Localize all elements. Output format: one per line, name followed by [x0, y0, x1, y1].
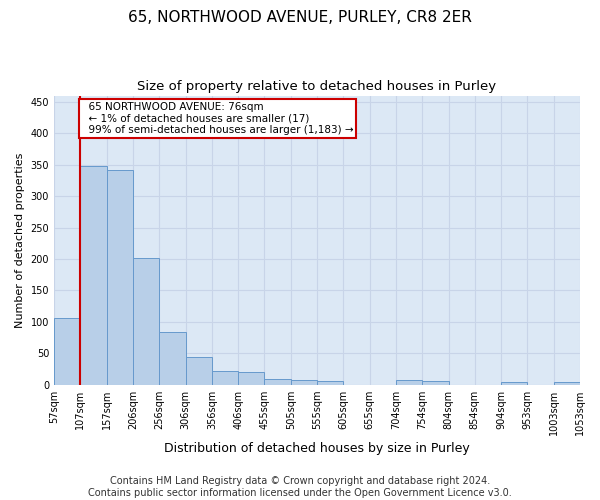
Title: Size of property relative to detached houses in Purley: Size of property relative to detached ho… — [137, 80, 497, 93]
Text: 65, NORTHWOOD AVENUE, PURLEY, CR8 2ER: 65, NORTHWOOD AVENUE, PURLEY, CR8 2ER — [128, 10, 472, 25]
Bar — [185, 356, 212, 385]
Bar — [554, 382, 580, 385]
Text: 65 NORTHWOOD AVENUE: 76sqm
  ← 1% of detached houses are smaller (17)
  99% of s: 65 NORTHWOOD AVENUE: 76sqm ← 1% of detac… — [82, 102, 353, 135]
Bar — [133, 258, 159, 385]
Bar — [396, 380, 422, 385]
Bar — [80, 166, 107, 385]
Bar — [265, 378, 291, 385]
Bar — [212, 371, 238, 385]
Bar — [54, 318, 80, 385]
Bar — [159, 332, 185, 385]
Text: Contains HM Land Registry data © Crown copyright and database right 2024.
Contai: Contains HM Land Registry data © Crown c… — [88, 476, 512, 498]
Bar — [291, 380, 317, 385]
Bar — [238, 372, 265, 385]
X-axis label: Distribution of detached houses by size in Purley: Distribution of detached houses by size … — [164, 442, 470, 455]
Bar — [107, 170, 133, 385]
Y-axis label: Number of detached properties: Number of detached properties — [15, 152, 25, 328]
Bar — [422, 381, 449, 385]
Bar — [501, 382, 527, 385]
Bar — [317, 381, 343, 385]
